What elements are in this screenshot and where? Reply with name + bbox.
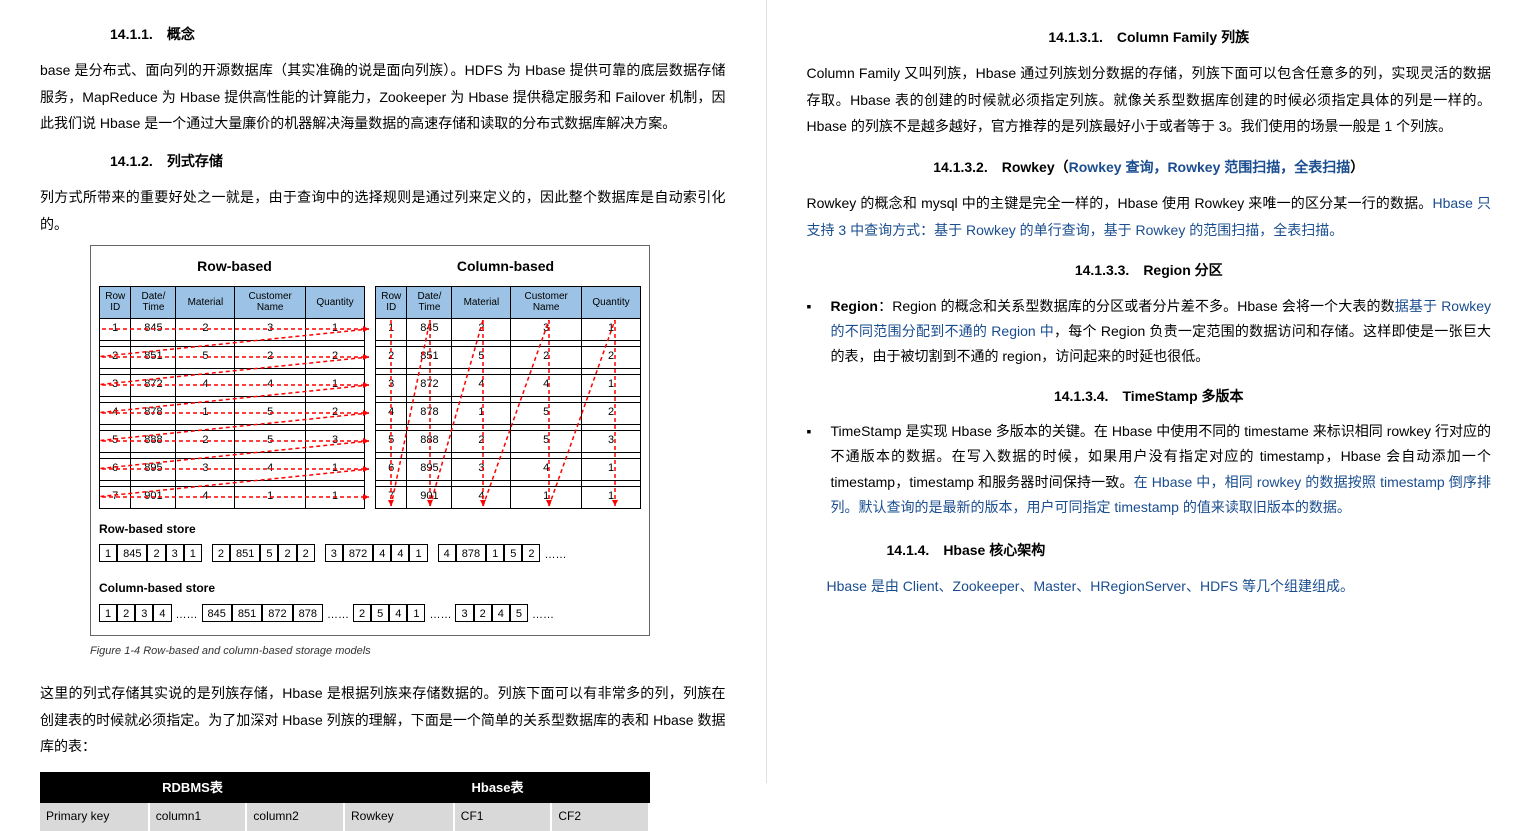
para-column-store: 列方式所带来的重要好处之一就是，由于查询中的选择规则是通过列来定义的，因此整个数…	[40, 184, 726, 237]
bullet-timestamp: ▪ TimeStamp 是实现 Hbase 多版本的关键。在 Hbase 中使用…	[807, 419, 1492, 520]
heading-14-1-3-1: 14.1.3.1. Column Family 列族	[807, 25, 1492, 50]
heading-14-1-3-2: 14.1.3.2. Rowkey（Rowkey 查询，Rowkey 范围扫描，全…	[807, 155, 1492, 180]
right-column: 14.1.3.1. Column Family 列族 Column Family…	[766, 0, 1531, 783]
heading-14-1-4: 14.1.4. Hbase 核心架构	[807, 538, 1492, 563]
para-rowkey: Rowkey 的概念和 mysql 中的主键是完全一样的，Hbase 使用 Ro…	[807, 190, 1492, 243]
col-store-label: Column-based store	[99, 578, 641, 600]
cmp-head-hbase: Hbase表	[345, 772, 650, 803]
row-store-strip: 1845231285152238724414878152……	[99, 544, 641, 568]
fig-title-col: Column-based	[370, 254, 641, 279]
heading-14-1-1: 14.1.1. 概念	[40, 22, 726, 47]
para-column-family-intro: 这里的列式存储其实说的是列族存储，Hbase 是根据列族来存储数据的。列族下面可…	[40, 680, 726, 760]
row-based-table: RowIDDate/TimeMaterialCustomerNameQuanti…	[99, 286, 365, 509]
figure-storage-models: Row-based Column-based RowIDDate/TimeMat…	[90, 245, 650, 636]
cmp-head-rdbms: RDBMS表	[40, 772, 345, 803]
bullet-marker: ▪	[807, 294, 831, 370]
compare-table: RDBMS表 Hbase表 Primary key column1 column…	[40, 772, 650, 831]
heading-14-1-2: 14.1.2. 列式存储	[40, 149, 726, 174]
heading-14-1-3-4: 14.1.3.4. TimeStamp 多版本	[807, 384, 1492, 409]
bullet-region: ▪ Region：Region 的概念和关系型数据库的分区或者分片差不多。Hba…	[807, 294, 1492, 370]
bullet-marker: ▪	[807, 419, 831, 520]
para-column-family: Column Family 又叫列族，Hbase 通过列族划分数据的存储，列族下…	[807, 60, 1492, 140]
cmp-cell: CF1	[455, 803, 553, 831]
cmp-cell: CF2	[552, 803, 650, 831]
heading-14-1-3-3: 14.1.3.3. Region 分区	[807, 258, 1492, 283]
left-column: 14.1.1. 概念 base 是分布式、面向列的开源数据库（其实准确的说是面向…	[0, 0, 766, 783]
cmp-cell: Primary key	[40, 803, 150, 831]
col-store-strip: 1234……845851872878……2541……3245……	[99, 604, 641, 628]
cmp-cell: column2	[247, 803, 345, 831]
para-architecture[interactable]: Hbase 是由 Client、Zookeeper、Master、HRegion…	[827, 573, 1492, 600]
cmp-cell: column1	[150, 803, 248, 831]
figure-tables-wrap: RowIDDate/TimeMaterialCustomerNameQuanti…	[99, 286, 641, 509]
figure-caption: Figure 1-4 Row-based and column-based st…	[90, 642, 726, 662]
fig-title-row: Row-based	[99, 254, 370, 279]
para-concept: base 是分布式、面向列的开源数据库（其实准确的说是面向列族）。HDFS 为 …	[40, 57, 726, 137]
cmp-cell: Rowkey	[345, 803, 455, 831]
row-store-label: Row-based store	[99, 519, 641, 541]
rowkey-query-link[interactable]: Rowkey 查询，Rowkey 范围扫描，全表扫描	[1069, 159, 1351, 175]
column-based-table: RowIDDate/TimeMaterialCustomerNameQuanti…	[375, 286, 641, 509]
